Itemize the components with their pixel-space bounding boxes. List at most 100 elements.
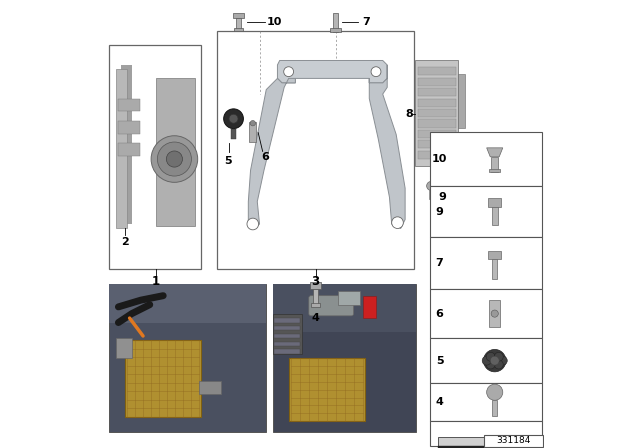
- Bar: [430, 186, 541, 237]
- Bar: [458, 74, 465, 128]
- Text: 10: 10: [267, 17, 282, 26]
- Polygon shape: [486, 148, 503, 157]
- Bar: [232, 13, 244, 18]
- Circle shape: [494, 352, 503, 361]
- Bar: [289, 358, 365, 421]
- Bar: [118, 143, 140, 156]
- Circle shape: [392, 217, 403, 228]
- Bar: [275, 349, 300, 354]
- Text: 9: 9: [436, 207, 444, 217]
- Bar: [275, 341, 300, 346]
- Text: 5: 5: [436, 356, 444, 366]
- Bar: [125, 340, 201, 417]
- Bar: [429, 190, 433, 199]
- Circle shape: [482, 356, 491, 365]
- Bar: [415, 60, 458, 166]
- Bar: [418, 130, 456, 138]
- Bar: [311, 298, 351, 314]
- Bar: [418, 120, 456, 128]
- Bar: [418, 140, 456, 148]
- Text: 10: 10: [432, 154, 447, 164]
- Bar: [490, 300, 500, 327]
- Circle shape: [250, 121, 255, 126]
- Bar: [118, 121, 140, 134]
- Bar: [430, 383, 541, 421]
- Bar: [484, 435, 543, 447]
- Polygon shape: [277, 60, 387, 83]
- Text: 3: 3: [312, 275, 319, 288]
- Bar: [492, 258, 497, 279]
- Text: 1: 1: [152, 275, 159, 288]
- Bar: [418, 67, 456, 75]
- FancyBboxPatch shape: [308, 296, 353, 316]
- Bar: [488, 198, 501, 207]
- Bar: [199, 381, 221, 394]
- Text: 331184: 331184: [496, 436, 531, 445]
- Bar: [273, 284, 416, 432]
- Circle shape: [284, 67, 294, 77]
- Circle shape: [247, 218, 259, 230]
- Bar: [234, 28, 243, 31]
- Bar: [333, 13, 338, 32]
- Circle shape: [157, 142, 191, 176]
- Circle shape: [490, 356, 499, 365]
- Bar: [492, 401, 497, 416]
- Bar: [430, 132, 541, 186]
- Bar: [314, 289, 317, 305]
- Bar: [249, 122, 257, 142]
- Bar: [118, 99, 140, 111]
- Bar: [362, 296, 376, 318]
- Bar: [120, 65, 132, 224]
- Text: 7: 7: [436, 258, 444, 268]
- Text: 8: 8: [406, 109, 413, 119]
- Text: 7: 7: [362, 17, 369, 27]
- Bar: [109, 45, 201, 269]
- Bar: [156, 78, 195, 226]
- Bar: [275, 326, 300, 331]
- Bar: [491, 157, 499, 172]
- Circle shape: [229, 114, 238, 123]
- Bar: [438, 446, 536, 448]
- Bar: [492, 207, 498, 225]
- Circle shape: [371, 67, 381, 77]
- Circle shape: [486, 384, 503, 401]
- Text: 5: 5: [225, 156, 232, 166]
- Circle shape: [486, 352, 495, 361]
- Bar: [418, 109, 456, 117]
- Bar: [488, 251, 501, 259]
- Bar: [430, 237, 541, 289]
- Circle shape: [494, 360, 503, 369]
- Polygon shape: [248, 78, 296, 228]
- Text: 4: 4: [436, 397, 444, 407]
- Bar: [310, 282, 321, 289]
- Circle shape: [151, 136, 198, 182]
- Bar: [275, 334, 300, 338]
- Circle shape: [166, 151, 182, 167]
- Bar: [236, 18, 241, 30]
- Text: 6: 6: [436, 309, 444, 319]
- Circle shape: [486, 360, 495, 369]
- Bar: [418, 88, 456, 96]
- Bar: [430, 338, 541, 383]
- Bar: [430, 289, 541, 338]
- Bar: [311, 303, 320, 307]
- Bar: [330, 28, 341, 32]
- Bar: [109, 284, 266, 323]
- Circle shape: [499, 356, 508, 365]
- Bar: [273, 284, 416, 332]
- Bar: [338, 291, 360, 305]
- Text: 9: 9: [438, 192, 446, 202]
- Circle shape: [224, 109, 243, 129]
- Bar: [275, 318, 300, 323]
- Circle shape: [491, 310, 499, 317]
- Bar: [273, 314, 302, 354]
- Text: 2: 2: [121, 237, 129, 247]
- Bar: [490, 169, 500, 172]
- Circle shape: [484, 349, 506, 372]
- Bar: [116, 69, 127, 228]
- Bar: [217, 31, 414, 269]
- Bar: [418, 78, 456, 86]
- Bar: [109, 284, 266, 432]
- Bar: [116, 338, 132, 358]
- Circle shape: [427, 181, 436, 190]
